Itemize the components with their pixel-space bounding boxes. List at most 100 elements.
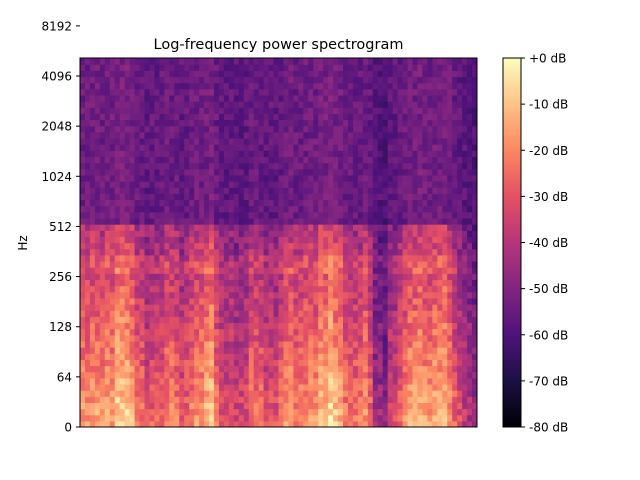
heatmap-cell — [352, 310, 359, 317]
heatmap-cell — [372, 310, 379, 317]
heatmap-cell — [189, 168, 195, 176]
heatmap-cell — [432, 279, 438, 287]
heatmap-cell — [343, 254, 349, 262]
heatmap-cell — [109, 144, 116, 151]
heatmap-cell — [447, 217, 453, 225]
heatmap-cell — [397, 322, 404, 330]
heatmap-cell — [174, 371, 180, 379]
heatmap-cell — [139, 64, 146, 71]
heatmap-cell — [318, 371, 324, 379]
heatmap-cell — [333, 125, 339, 133]
heatmap-cell — [333, 205, 339, 213]
heatmap-cell — [204, 322, 210, 330]
heatmap-cell — [318, 328, 324, 336]
heatmap-cell — [194, 125, 200, 133]
heatmap-cell — [442, 187, 448, 194]
heatmap-cell — [179, 267, 185, 274]
heatmap-cell — [288, 156, 294, 164]
heatmap-cell — [179, 125, 185, 133]
heatmap-cell — [253, 402, 260, 410]
heatmap-cell — [437, 347, 443, 354]
heatmap-cell — [338, 156, 344, 164]
heatmap-cell — [457, 144, 463, 151]
heatmap-cell — [109, 285, 116, 293]
heatmap-cell — [263, 131, 270, 139]
heatmap-cell — [253, 150, 260, 157]
heatmap-cell — [238, 248, 245, 256]
heatmap-cell — [144, 285, 151, 293]
heatmap-cell — [223, 402, 230, 410]
heatmap-cell — [223, 174, 230, 182]
heatmap-cell — [223, 390, 230, 397]
heatmap-cell — [283, 365, 290, 373]
heatmap-cell — [412, 156, 419, 164]
heatmap-cell — [402, 101, 409, 108]
heatmap-cell — [323, 113, 329, 121]
heatmap-cell — [263, 162, 270, 170]
heatmap-cell — [362, 279, 369, 287]
heatmap-cell — [447, 260, 453, 268]
heatmap-cell — [253, 187, 260, 194]
heatmap-cell — [352, 291, 359, 299]
heatmap-cell — [283, 279, 290, 287]
heatmap-cell — [124, 181, 131, 188]
heatmap-cell — [323, 414, 329, 422]
heatmap-cell — [189, 162, 195, 170]
heatmap-cell — [387, 181, 394, 188]
heatmap-cell — [427, 408, 433, 416]
heatmap-cell — [248, 322, 255, 330]
heatmap-cell — [333, 211, 339, 219]
heatmap-cell — [233, 260, 240, 268]
heatmap-cell — [362, 408, 369, 416]
heatmap-cell — [199, 144, 205, 151]
heatmap-cell — [293, 383, 299, 391]
heatmap-cell — [347, 328, 354, 336]
heatmap-cell — [402, 304, 409, 311]
heatmap-cell — [377, 383, 384, 391]
heatmap-cell — [204, 242, 210, 250]
heatmap-cell — [412, 168, 419, 176]
heatmap-cell — [437, 193, 443, 201]
heatmap-cell — [209, 187, 215, 194]
heatmap-cell — [213, 248, 220, 256]
heatmap-cell — [362, 236, 369, 244]
heatmap-cell — [268, 267, 275, 274]
heatmap-cell — [407, 390, 414, 397]
heatmap-cell — [472, 291, 477, 299]
heatmap-cell — [109, 408, 116, 416]
heatmap-cell — [303, 131, 309, 139]
heatmap-cell — [174, 248, 180, 256]
heatmap-cell — [298, 168, 304, 176]
heatmap-cell — [253, 230, 260, 237]
heatmap-cell — [99, 156, 106, 164]
heatmap-cell — [362, 260, 369, 268]
heatmap-cell — [367, 340, 374, 348]
heatmap-cell — [194, 402, 200, 410]
heatmap-cell — [134, 359, 141, 367]
heatmap-cell — [472, 310, 477, 317]
heatmap-cell — [238, 420, 245, 427]
heatmap-cell — [124, 94, 131, 102]
heatmap-cell — [84, 267, 91, 274]
heatmap-cell — [184, 371, 190, 379]
heatmap-cell — [273, 310, 280, 317]
heatmap-cell — [238, 64, 245, 71]
heatmap-cell — [382, 236, 389, 244]
heatmap-cell — [263, 144, 270, 151]
heatmap-cell — [392, 285, 399, 293]
heatmap-cell — [263, 64, 270, 71]
heatmap-cell — [233, 359, 240, 367]
heatmap-cell — [452, 371, 458, 379]
heatmap-cell — [417, 205, 424, 213]
heatmap-cell — [298, 371, 304, 379]
heatmap-cell — [169, 70, 175, 78]
heatmap-cell — [164, 217, 170, 225]
heatmap-cell — [149, 187, 156, 194]
heatmap-cell — [338, 322, 344, 330]
heatmap-cell — [338, 211, 344, 219]
heatmap-cell — [303, 377, 309, 385]
heatmap-cell — [402, 420, 409, 427]
heatmap-cell — [238, 371, 245, 379]
heatmap-cell — [318, 101, 324, 108]
heatmap-cell — [149, 390, 156, 397]
